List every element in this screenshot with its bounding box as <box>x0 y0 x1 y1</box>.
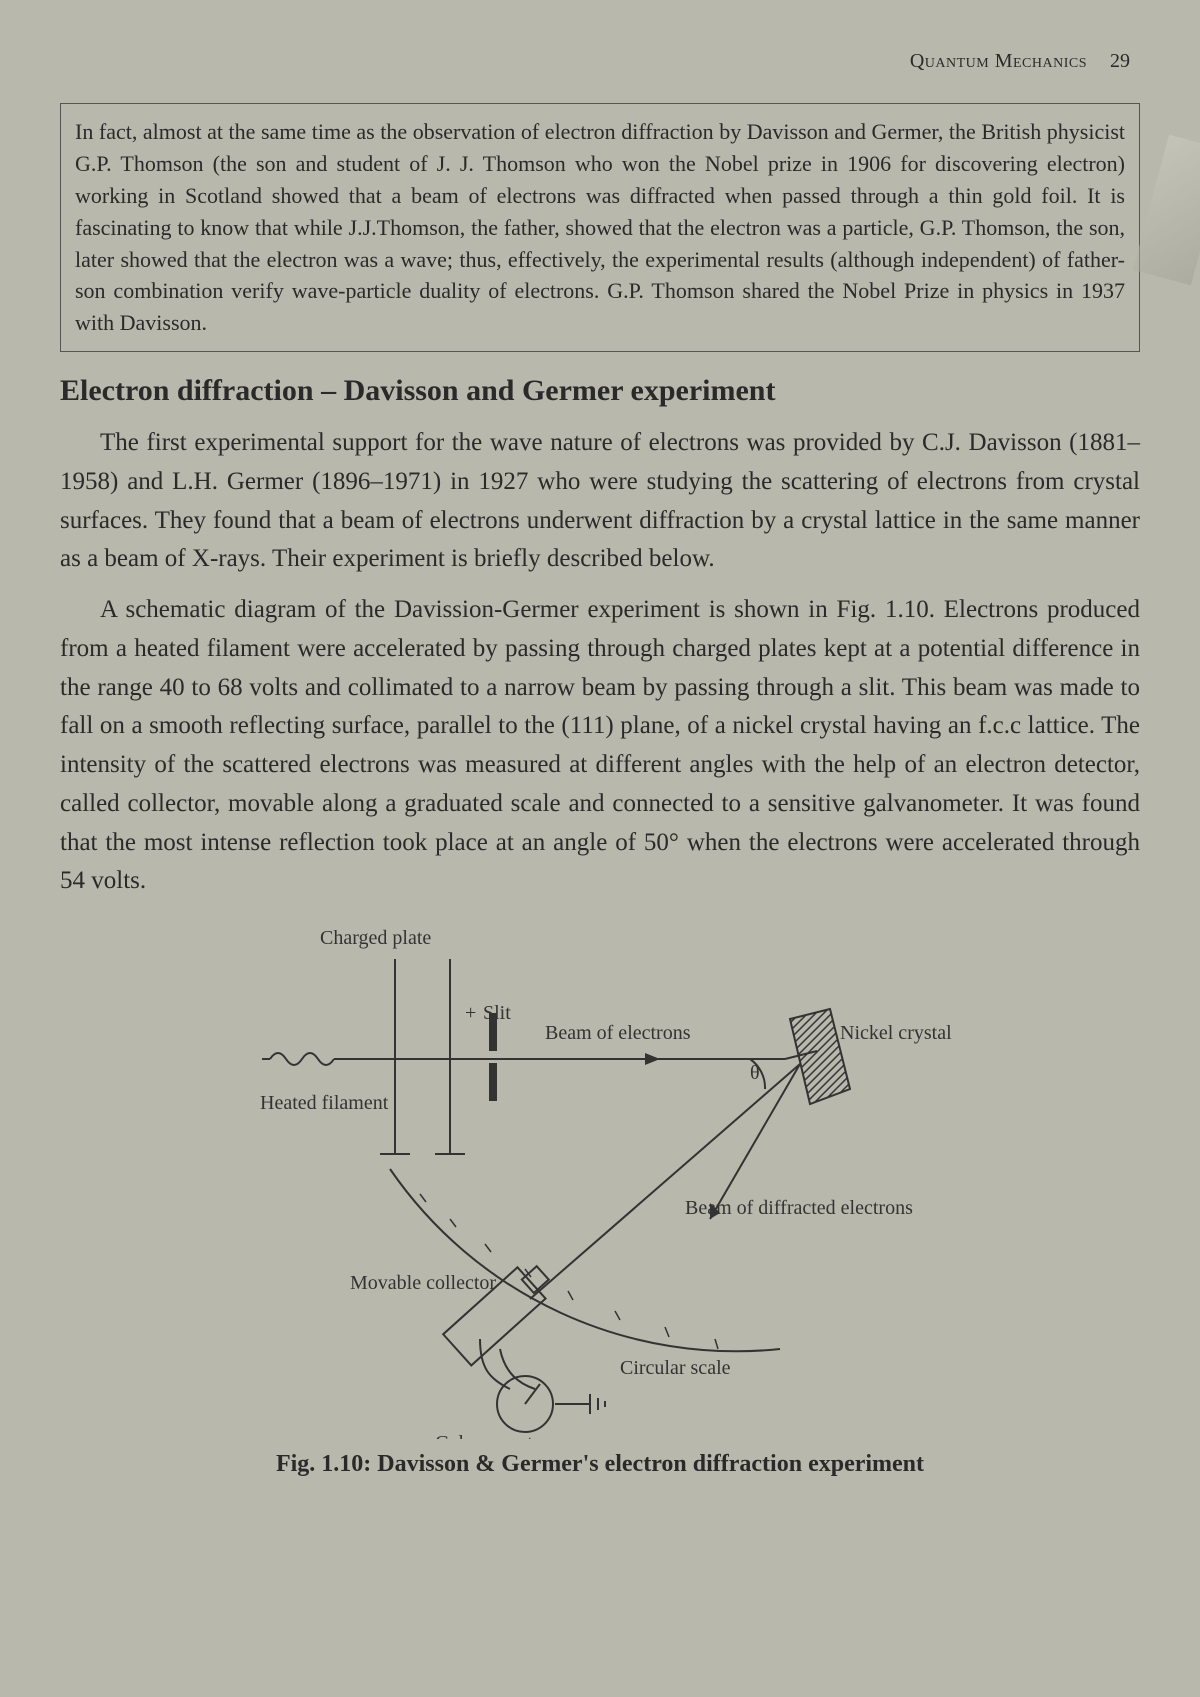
electron-beam-icon <box>342 1053 785 1065</box>
paragraph-1: The first experimental support for the w… <box>60 424 1140 579</box>
heated-filament-icon <box>262 1053 342 1065</box>
circular-scale-label: Circular scale <box>620 1357 731 1379</box>
davisson-germer-diagram: Heated filament Charged plate + Slit <box>190 919 1010 1439</box>
running-header: Quantum Mechanics 29 <box>60 50 1140 73</box>
movable-collector-label: Movable collector <box>350 1272 496 1294</box>
nickel-crystal-label: Nickel crystal <box>840 1022 952 1044</box>
charged-plate-icon <box>380 959 465 1154</box>
paragraph-2: A schematic diagram of the Davission-Ger… <box>60 591 1140 901</box>
galvanometer-icon <box>497 1376 605 1432</box>
box-text: In fact, almost at the same time as the … <box>75 119 1125 335</box>
section-title: Electron diffraction – Davisson and Germ… <box>60 374 1140 408</box>
sidebar-box: In fact, almost at the same time as the … <box>60 103 1140 352</box>
figure-caption: Fig. 1.10: Davisson & Germer's electron … <box>60 1451 1140 1478</box>
slit-icon <box>490 1014 496 1100</box>
figure-container: Heated filament Charged plate + Slit <box>60 919 1140 1478</box>
header-title: Quantum Mechanics <box>910 50 1087 72</box>
beam-electrons-label: Beam of electrons <box>545 1022 691 1044</box>
heated-filament-label: Heated filament <box>260 1092 389 1114</box>
diffracted-beam-icon <box>530 1064 800 1299</box>
slit-label: Slit <box>483 1002 511 1024</box>
page-number: 29 <box>1110 50 1130 72</box>
charged-plate-label: Charged plate <box>320 927 431 949</box>
page-curl-decoration <box>1133 135 1200 286</box>
plus-label: + <box>465 1002 476 1024</box>
galvanometer-label: Galvanometer <box>435 1432 549 1439</box>
beam-diffracted-label: Beam of diffracted electrons <box>685 1197 913 1219</box>
